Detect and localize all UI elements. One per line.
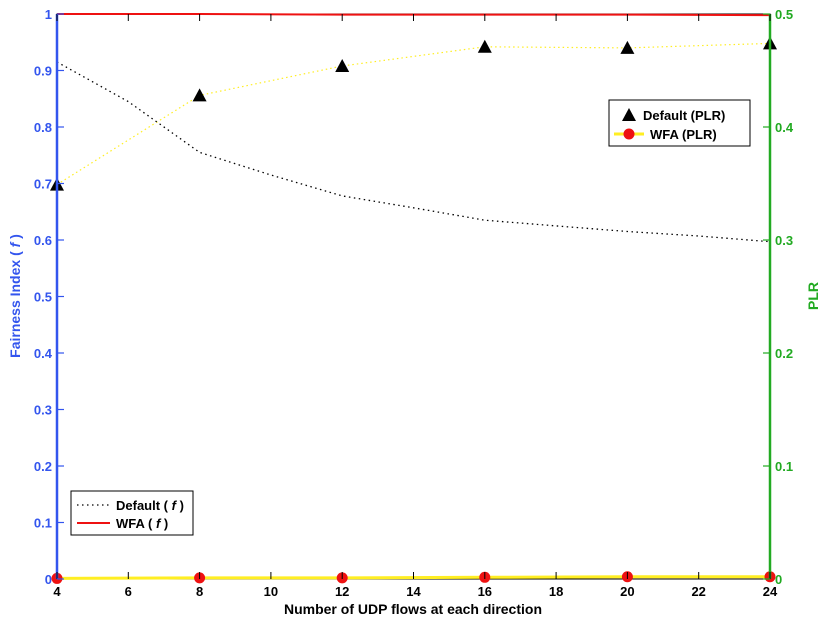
y-left-tick-label: 0.3	[34, 403, 52, 418]
y-right-tick-label: 0.5	[775, 7, 793, 22]
legend-fairness-box	[70, 490, 194, 536]
y-right-tick-label: 0	[775, 572, 782, 587]
y-left-tick-label: 0.2	[34, 459, 52, 474]
x-tick-label: 14	[406, 584, 421, 599]
x-tick-label: 10	[264, 584, 278, 599]
y-left-tick-label: 0	[45, 572, 52, 587]
series-line-default-plr	[56, 42, 771, 186]
x-tick-label: 24	[763, 584, 778, 599]
y-right-tick-label: 0.4	[775, 120, 794, 135]
x-tick-label: 18	[549, 584, 563, 599]
legend-plr-box	[608, 99, 751, 147]
y-left-tick-label: 1	[45, 7, 52, 22]
legend-marker-wfa-plr	[623, 128, 635, 140]
x-tick-label: 20	[620, 584, 634, 599]
y-right-tick-label: 0.3	[775, 233, 793, 248]
legend-label-default-plr: Default (PLR)	[643, 108, 725, 123]
legend-label-default-f: Default ( f )	[116, 498, 184, 513]
x-tick-label: 8	[196, 584, 203, 599]
data-point-default-plr	[477, 39, 492, 53]
y-right-tick-label: 0.2	[775, 346, 793, 361]
legend-marker-default-plr	[622, 108, 636, 121]
x-tick-label: 22	[691, 584, 705, 599]
x-axis-label: Number of UDP flows at each direction	[284, 601, 542, 617]
legends-group: Default (PLR) WFA (PLR) Default ( f ) WFA (…	[70, 99, 751, 536]
legend-label-wfa-plr: WFA (PLR)	[650, 127, 717, 142]
data-point-default-plr	[192, 88, 207, 102]
y-left-tick-label: 0.7	[34, 177, 52, 192]
y-left-tick-label: 0.8	[34, 120, 52, 135]
y-left-tick-label: 0.1	[34, 516, 52, 531]
x-tick-label: 6	[125, 584, 132, 599]
data-point-default-plr	[620, 40, 635, 54]
axes-group: 4 6 8 10 12 14 16 18 20 22 2400.10.20.30.40.50.60.…	[34, 7, 794, 599]
x-tick-label: 12	[335, 584, 349, 599]
x-tick-label: 16	[478, 584, 492, 599]
y-left-tick-label: 0.9	[34, 64, 52, 79]
legend-plr: Default (PLR) WFA (PLR)	[608, 99, 751, 147]
data-point-default-plr	[335, 58, 350, 72]
y-left-tick-label: 0.5	[34, 290, 52, 305]
y-left-tick-label: 0.6	[34, 233, 52, 248]
y-axis-right-label: PLR	[805, 282, 821, 310]
x-tick-label: 4	[53, 584, 61, 599]
series-line-default-f	[56, 61, 771, 243]
y-left-tick-label: 0.4	[34, 346, 53, 361]
y-axis-left-label: Fairness Index ( f )	[7, 234, 23, 358]
legend-label-wfa-f: WFA ( f )	[116, 516, 168, 531]
y-right-tick-label: 0.1	[775, 459, 793, 474]
legend-fairness: Default ( f ) WFA ( f )	[70, 490, 194, 536]
